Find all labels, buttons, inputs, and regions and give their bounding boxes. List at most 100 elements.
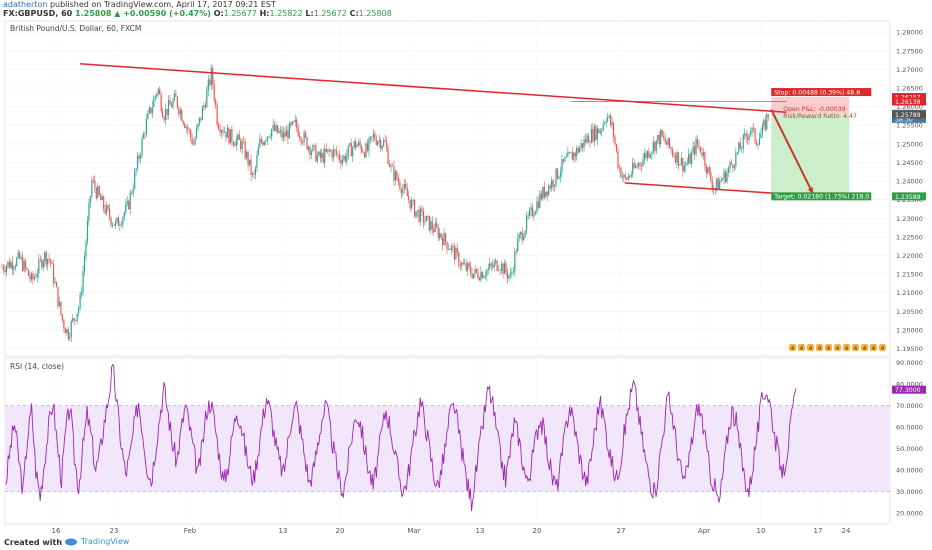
main-y-tick-label: 1.20500 <box>896 308 923 316</box>
candle-body <box>26 268 28 271</box>
candle-body <box>450 245 453 250</box>
candle-body <box>167 100 170 116</box>
candle-body <box>45 252 47 265</box>
candle-body <box>437 227 439 238</box>
candle-body <box>543 186 545 198</box>
candle-body <box>159 89 161 95</box>
main-pane <box>4 20 891 357</box>
candle-body <box>590 129 593 143</box>
author-link[interactable]: adatherton <box>3 0 48 9</box>
event-glyph: 4 <box>845 346 849 352</box>
candle-body <box>717 178 719 190</box>
candle-body <box>412 199 414 201</box>
candle-body <box>104 208 106 214</box>
candle-body <box>391 165 394 167</box>
candle-body <box>2 266 5 271</box>
candle-body <box>86 220 89 242</box>
candle-body <box>235 139 237 147</box>
candle-body <box>313 144 316 146</box>
candle-body <box>374 133 376 140</box>
event-glyph: 4 <box>809 346 813 352</box>
candle-body <box>55 282 58 288</box>
candle-body <box>565 156 567 158</box>
x-tick-label: Mar <box>407 527 420 535</box>
candle-body <box>57 287 59 307</box>
candle-body <box>642 158 644 166</box>
candle-body <box>116 217 118 222</box>
candle-body <box>767 114 769 117</box>
candle-body <box>181 110 183 121</box>
rsi-y-tick-label: 30.0000 <box>896 488 923 496</box>
candle-body <box>306 136 308 150</box>
candle-body <box>506 272 509 279</box>
event-flag <box>789 344 796 351</box>
candle-body <box>47 258 49 265</box>
candle-body <box>526 215 528 231</box>
candle-body <box>163 117 165 120</box>
candle-body <box>527 215 529 217</box>
candle-body <box>587 135 590 143</box>
candle-body <box>309 146 311 155</box>
pnl-label: Open P&L: -0.00039 <box>783 106 845 113</box>
chart-canvas[interactable]: 1.28000 1.27500 1.27000 1.26500 1.26000 1.255… <box>0 0 932 536</box>
candle-body <box>453 246 455 260</box>
candle-body <box>676 152 678 163</box>
candle-body <box>620 167 622 178</box>
event-glyph: 4 <box>872 346 876 352</box>
event-flag <box>870 344 877 351</box>
rsi-title: RSI (14, close) <box>10 362 64 371</box>
candle-body <box>660 130 662 144</box>
candle-body <box>580 143 582 148</box>
candle-body <box>378 139 380 142</box>
candle-body <box>346 154 348 162</box>
candle-body <box>664 137 666 143</box>
candle-body <box>738 142 740 153</box>
candle-body <box>274 124 276 131</box>
candle-body <box>35 276 37 278</box>
candle-body <box>764 120 766 130</box>
candle-body <box>14 266 16 268</box>
candle-body <box>215 99 217 106</box>
candle-body <box>69 336 71 339</box>
candle-body <box>564 157 566 162</box>
candle-body <box>593 126 595 142</box>
candle-body <box>520 232 522 235</box>
tradingview-logo[interactable]: TradingView <box>64 537 129 546</box>
open-label: O: <box>213 9 224 18</box>
candle-body <box>471 273 473 279</box>
candle-body <box>661 130 663 137</box>
candle-body <box>524 230 526 237</box>
candle-body <box>176 97 178 108</box>
candle-body <box>680 157 682 165</box>
candle-body <box>626 177 628 180</box>
candle-body <box>760 133 762 139</box>
candle-body <box>720 180 722 182</box>
candle-body <box>632 163 634 175</box>
candle-body <box>657 134 659 141</box>
candle-body <box>70 321 72 337</box>
candle-body <box>571 152 573 160</box>
candle-body <box>630 174 632 177</box>
candle-body <box>164 108 167 120</box>
candle-body <box>443 233 445 246</box>
candle-body <box>232 142 234 145</box>
candle-body <box>406 188 408 197</box>
price-tag <box>892 97 926 106</box>
symbol-text: FX:GBPUSD, 60 <box>3 9 73 18</box>
candle-body <box>459 265 461 267</box>
candle-body <box>285 130 288 137</box>
candle-body <box>751 127 753 132</box>
candle-body <box>766 114 768 130</box>
candle-body <box>474 268 476 274</box>
event-glyph: 4 <box>854 346 858 352</box>
price-tag-label: 1.25789 <box>895 112 921 119</box>
candle-body <box>730 162 733 165</box>
candle-body <box>568 152 570 153</box>
price-tag <box>892 192 926 201</box>
candle-body <box>173 93 176 101</box>
candle-body <box>462 262 464 265</box>
candle-body <box>546 191 548 196</box>
candle-body <box>352 147 354 157</box>
candle-body <box>555 168 557 185</box>
candle-body <box>172 100 174 108</box>
